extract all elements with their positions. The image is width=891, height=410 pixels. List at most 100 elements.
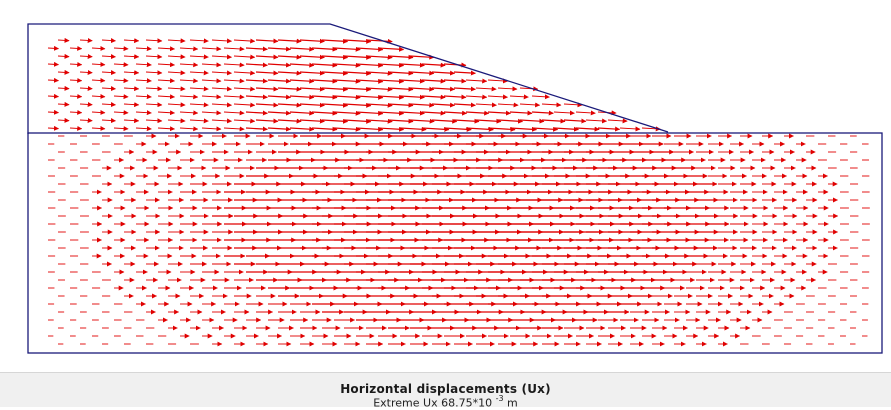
- displacement-arrow: [475, 86, 497, 92]
- displacement-arrow: [497, 102, 519, 108]
- displacement-arrow: [245, 126, 268, 132]
- displacement-arrow: [487, 94, 509, 100]
- displacement-arrow: [267, 126, 292, 132]
- displacement-arrow: [321, 118, 349, 124]
- displacement-arrow: [123, 70, 140, 76]
- displacement-arrow: [575, 126, 600, 132]
- displacement-arrow: [409, 86, 435, 92]
- displacement-arrow: [365, 54, 393, 60]
- extreme-prefix: Extreme Ux 68.75*10: [373, 396, 496, 410]
- displacement-arrow: [179, 46, 199, 52]
- displacement-arrow: [497, 86, 518, 92]
- displacement-arrow: [421, 126, 450, 132]
- displacement-arrow: [101, 54, 116, 60]
- displacement-arrow: [365, 70, 393, 76]
- caption-bar: Horizontal displacements (Ux) Extreme Ux…: [0, 372, 891, 410]
- displacement-arrow: [509, 126, 537, 132]
- displacement-arrow: [157, 46, 176, 52]
- displacement-arrow: [69, 45, 83, 51]
- displacement-arrow: [91, 126, 106, 132]
- displacement-arrow: [465, 110, 490, 116]
- displacement-arrow: [47, 109, 59, 115]
- displacement-arrow: [57, 85, 70, 91]
- displacement-arrow: [69, 125, 83, 131]
- displacement-arrow: [245, 78, 268, 84]
- displacement-arrow: [453, 70, 476, 76]
- displacement-arrow: [223, 94, 245, 100]
- displacement-arrow: [377, 62, 405, 68]
- displacement-arrow: [333, 126, 361, 132]
- displacement-arrow: [201, 94, 222, 100]
- displacement-arrow: [563, 102, 583, 108]
- displacement-arrow: [311, 78, 338, 84]
- displacement-arrow: [167, 54, 186, 60]
- displacement-arrow: [399, 126, 427, 132]
- displacement-arrow: [223, 62, 245, 68]
- displacement-arrow: [409, 54, 435, 60]
- displacement-arrow: [311, 110, 338, 116]
- displacement-arrow: [487, 126, 516, 132]
- displacement-arrow: [189, 102, 209, 108]
- displacement-arrow: [135, 62, 152, 68]
- displacement-arrow: [233, 86, 256, 92]
- displacement-arrow: [189, 38, 209, 44]
- displacement-arrow: [531, 110, 554, 116]
- displacement-arrow: [333, 46, 361, 52]
- displacement-arrow: [255, 38, 279, 44]
- displacement-arrow: [465, 126, 494, 132]
- displacement-arrow: [277, 38, 302, 44]
- displacement-arrow: [123, 102, 140, 108]
- displacement-arrow: [101, 38, 116, 44]
- displacement-arrow: [145, 38, 163, 44]
- displacement-arrow: [79, 85, 93, 91]
- displacement-arrow: [321, 102, 349, 108]
- displacement-arrow: [79, 53, 93, 59]
- displacement-arrow: [321, 70, 349, 76]
- output-viewport[interactable]: [0, 0, 891, 372]
- displacement-arrow: [167, 118, 186, 124]
- displacement-arrow: [167, 38, 186, 44]
- displacement-arrow: [387, 118, 414, 124]
- displacement-arrow: [245, 46, 268, 52]
- displacement-arrow: [267, 110, 292, 116]
- foundation-outline: [27, 132, 883, 354]
- displacement-arrow: [277, 118, 302, 124]
- displacement-arrow: [399, 110, 425, 116]
- displacement-arrow: [365, 86, 393, 92]
- displacement-arrow: [245, 110, 268, 116]
- displacement-arrow: [157, 94, 176, 100]
- displacement-arrow: [79, 37, 93, 43]
- displacement-arrow: [299, 38, 325, 44]
- displacement-arrow: [201, 78, 222, 84]
- displacement-arrow: [123, 38, 140, 44]
- displacement-arrow: [377, 126, 405, 132]
- displacement-arrow: [113, 62, 129, 68]
- displacement-arrow: [377, 46, 405, 52]
- displacement-arrow: [333, 62, 361, 68]
- displacement-arrow: [135, 126, 152, 132]
- displacement-arrow: [145, 118, 163, 124]
- displacement-arrow: [299, 70, 325, 76]
- displacement-plot: [27, 23, 883, 354]
- displacement-arrow: [311, 126, 338, 132]
- displacement-arrow: [157, 78, 176, 84]
- displacement-arrow: [311, 62, 338, 68]
- displacement-arrow: [443, 62, 467, 68]
- displacement-arrow: [135, 46, 152, 52]
- displacement-arrow: [597, 126, 621, 132]
- displacement-arrow: [355, 78, 384, 84]
- displacement-arrow: [277, 102, 302, 108]
- displacement-arrow: [233, 70, 256, 76]
- displacement-arrow: [255, 86, 279, 92]
- displacement-arrow: [487, 78, 509, 84]
- displacement-arrow: [113, 46, 129, 52]
- displacement-arrow: [167, 86, 186, 92]
- displacement-arrow: [465, 94, 488, 100]
- displacement-arrow: [145, 54, 163, 60]
- displacement-arrow: [179, 94, 199, 100]
- displacement-arrow: [145, 102, 163, 108]
- displacement-arrow: [377, 110, 405, 116]
- displacement-arrow: [91, 62, 106, 68]
- displacement-arrow: [497, 118, 524, 124]
- displacement-arrow: [245, 94, 268, 100]
